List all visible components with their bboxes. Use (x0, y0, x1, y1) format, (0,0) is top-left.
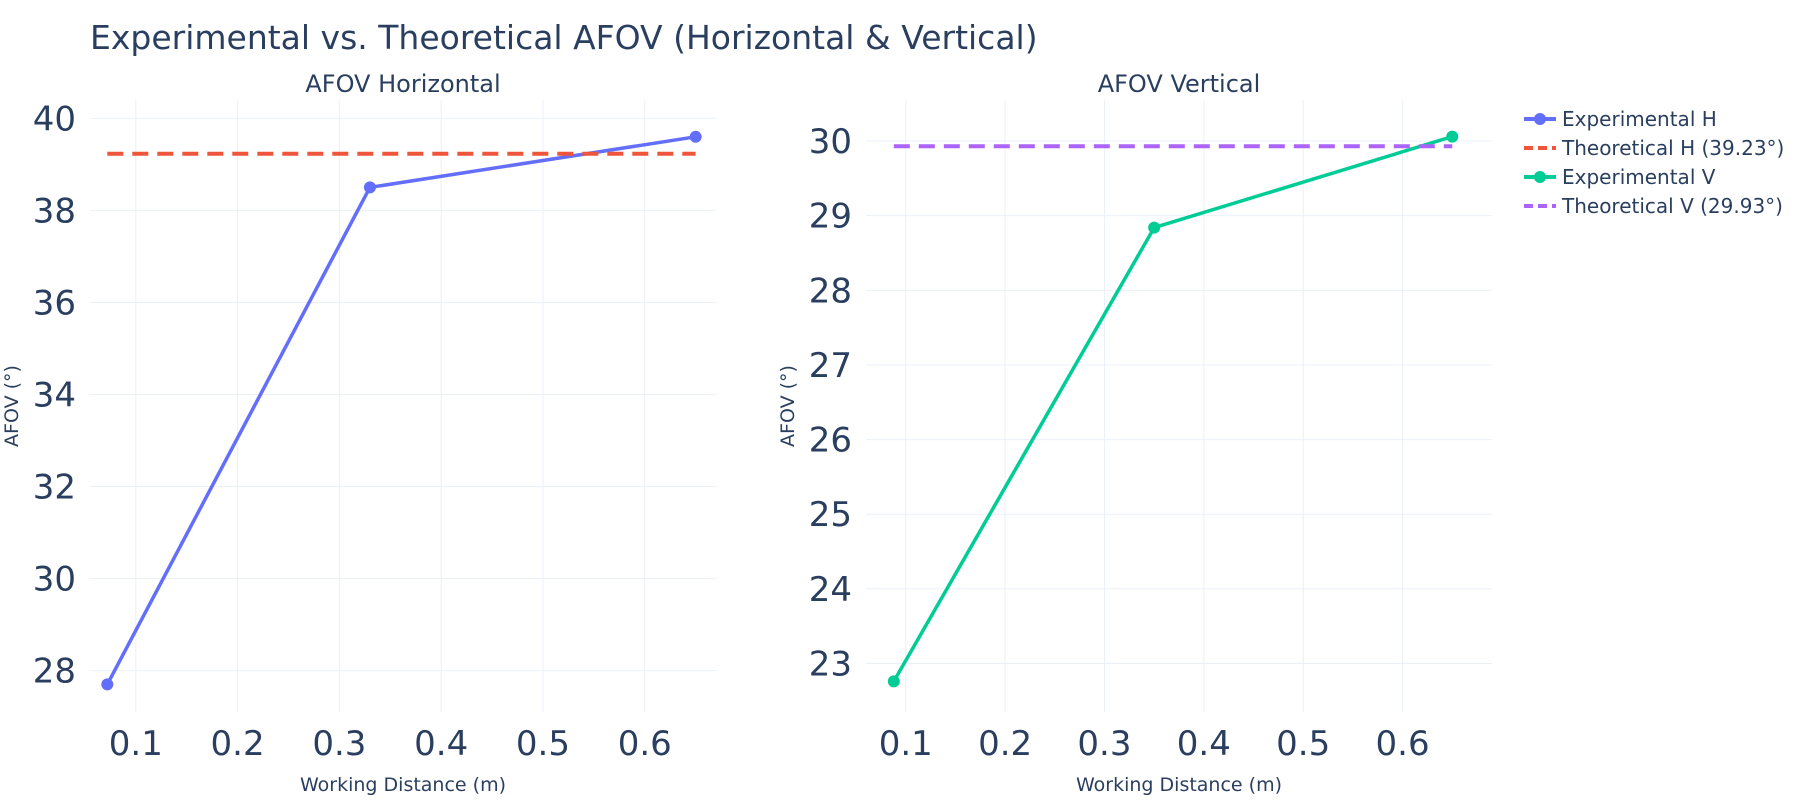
vertical-x-tick-label: 0.1 (879, 724, 933, 764)
horizontal-y-tick-label: 38 (33, 191, 76, 231)
legend-item[interactable]: Theoretical V (29.93°) (1524, 194, 1783, 218)
legend-swatch-marker (1534, 171, 1546, 183)
legend-item[interactable]: Theoretical H (39.23°) (1524, 136, 1784, 160)
horizontal-y-tick-label: 34 (33, 375, 76, 415)
vertical-y-tick-label: 28 (809, 271, 852, 311)
horizontal-x-tick-label: 0.3 (312, 724, 366, 764)
vertical-y-tick-label: 23 (809, 644, 852, 684)
vertical-x-tick-label: 0.6 (1376, 724, 1430, 764)
horizontal-subplot-title: AFOV Horizontal (305, 70, 500, 98)
horizontal-y-tick-label: 40 (33, 99, 76, 139)
vertical-y-tick-label: 30 (809, 122, 852, 162)
vertical-x-axis-title: Working Distance (m) (1076, 774, 1282, 796)
vertical-subplot-title: AFOV Vertical (1098, 70, 1261, 98)
horizontal-y-tick-label: 32 (33, 468, 76, 508)
horizontal-subplot: 0.1 0.2 0.3 0.4 0.5 0.6 28 30 32 34 36 38 40 AFOV Hor… (1, 70, 716, 796)
horizontal-x-tick-label: 0.1 (109, 724, 163, 764)
chart-legend[interactable]: Experimental H Theoretical H (39.23°) Expe… (1524, 107, 1784, 218)
horizontal-x-axis-title: Working Distance (m) (300, 774, 506, 796)
chart-title: Experimental vs. Theoretical AFOV (Horiz… (90, 18, 1038, 57)
plots-layer: 0.1 0.2 0.3 0.4 0.5 0.6 28 30 32 34 36 38 40 AFOV Hor… (1, 70, 1492, 796)
vertical-y-tick-label: 25 (809, 495, 852, 535)
vertical-y-tick-label: 27 (809, 346, 852, 386)
experimental-v-marker (1148, 221, 1161, 234)
legend-item[interactable]: Experimental V (1524, 165, 1716, 189)
horizontal-x-tick-label: 0.2 (211, 724, 265, 764)
legend-label: Theoretical V (29.93°) (1561, 194, 1783, 218)
experimental-v-marker (887, 675, 900, 688)
experimental-v-marker (1446, 130, 1459, 143)
vertical-x-tick-label: 0.2 (978, 724, 1032, 764)
horizontal-y-tick-label: 28 (33, 652, 76, 692)
vertical-y-tick-label: 29 (809, 197, 852, 237)
vertical-x-tick-label: 0.3 (1077, 724, 1131, 764)
experimental-h-marker (363, 181, 376, 194)
horizontal-x-tick-label: 0.6 (618, 724, 672, 764)
experimental-h-marker (689, 130, 702, 143)
vertical-y-tick-label: 26 (809, 421, 852, 461)
legend-label: Theoretical H (39.23°) (1561, 136, 1784, 160)
horizontal-y-tick-label: 30 (33, 560, 76, 600)
horizontal-y-axis-title: AFOV (°) (1, 365, 23, 447)
legend-swatch-marker (1534, 113, 1546, 125)
vertical-x-tick-label: 0.4 (1177, 724, 1231, 764)
legend-label: Experimental V (1562, 165, 1716, 189)
horizontal-x-tick-label: 0.5 (516, 724, 570, 764)
vertical-y-axis-title: AFOV (°) (777, 365, 799, 447)
legend-item[interactable]: Experimental H (1524, 107, 1717, 131)
horizontal-x-tick-label: 0.4 (414, 724, 468, 764)
vertical-subplot: 0.1 0.2 0.3 0.4 0.5 0.6 23 24 25 26 27 28 29 30 AFOV V… (777, 70, 1492, 796)
vertical-y-tick-label: 24 (809, 570, 852, 610)
vertical-x-tick-label: 0.5 (1276, 724, 1330, 764)
legend-label: Experimental H (1562, 107, 1717, 131)
experimental-h-marker (101, 678, 114, 691)
horizontal-y-tick-label: 36 (33, 283, 76, 323)
